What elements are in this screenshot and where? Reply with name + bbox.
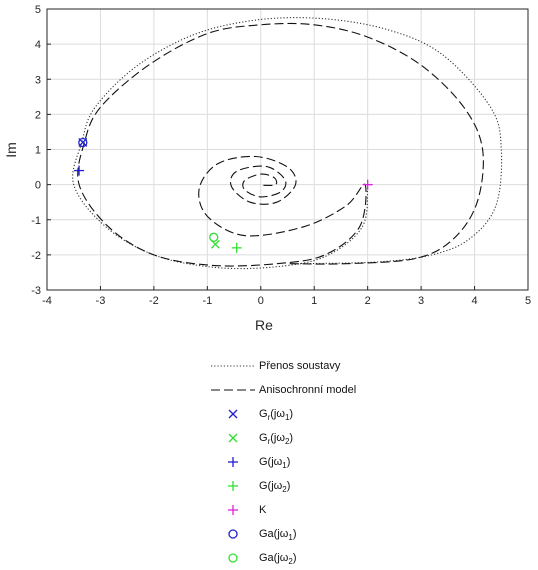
legend-label: G(jω2) xyxy=(259,480,290,494)
x-tick-label: -1 xyxy=(202,295,212,307)
legend-label: Gr(jω1) xyxy=(259,408,293,422)
y-tick-label: -2 xyxy=(31,250,41,262)
marker-ga-j-2 xyxy=(209,232,219,242)
legend-text: Přenos soustavy xyxy=(259,360,341,372)
legend-text: ) xyxy=(292,552,297,564)
legend-swatch xyxy=(228,505,238,515)
legend-swatch xyxy=(228,553,238,563)
legend-swatch xyxy=(228,409,238,419)
legend-label: K xyxy=(259,504,266,516)
legend-subscript: 1 xyxy=(284,413,290,423)
legend-symbol xyxy=(228,457,238,467)
marker-layer xyxy=(74,137,373,253)
legend-swatch xyxy=(228,433,238,443)
marker-ga-j-1 xyxy=(78,137,88,148)
legend-text: ) xyxy=(286,480,291,492)
legend-text: ) xyxy=(289,408,294,420)
legend-label: G(jω1) xyxy=(259,456,290,470)
legend-swatch xyxy=(211,365,255,367)
legend-subscript: 1 xyxy=(288,533,293,543)
legend-label: Přenos soustavy xyxy=(259,360,340,372)
legend-symbol xyxy=(228,409,238,419)
legend-text: G xyxy=(259,408,268,420)
legend-text: G(jω xyxy=(259,480,283,492)
x-tick-label: -4 xyxy=(42,295,52,307)
y-tick-label: 1 xyxy=(35,145,41,157)
legend-item: Přenos soustavy xyxy=(207,354,397,378)
legend-subscript: 2 xyxy=(282,485,287,495)
x-tick-label: 4 xyxy=(471,295,477,307)
legend-symbol xyxy=(228,553,238,563)
x-tick-label: 2 xyxy=(365,295,371,307)
legend-symbol xyxy=(228,433,238,443)
marker-g-j-1 xyxy=(74,165,85,176)
legend-text: ) xyxy=(286,456,291,468)
legend-text: G xyxy=(259,432,268,444)
x-tick-label: 0 xyxy=(258,295,264,307)
legend-swatch xyxy=(228,481,238,491)
legend-item: Gr(jω2) xyxy=(207,426,397,450)
legend-symbol xyxy=(228,505,238,515)
x-tick-label: -3 xyxy=(96,295,106,307)
legend-subscript: r xyxy=(267,437,271,447)
y-tick-label: -3 xyxy=(31,285,41,297)
series-layer xyxy=(72,17,503,270)
legend-swatch xyxy=(211,389,255,391)
legend-item: G(jω1) xyxy=(207,450,397,474)
x-tick-label: 1 xyxy=(311,295,317,307)
legend-text: ) xyxy=(292,528,297,540)
x-tick-label: -2 xyxy=(149,295,159,307)
y-tick-label: -1 xyxy=(31,215,41,227)
legend: Přenos soustavy Anisochronní model Gr(jω1)… xyxy=(207,354,397,570)
legend-symbol xyxy=(228,529,238,539)
legend-text: Ga(jω xyxy=(259,552,289,564)
marker-k xyxy=(362,179,373,190)
x-tick-label: 5 xyxy=(525,295,531,307)
legend-swatch xyxy=(228,529,238,539)
series-prenos-soustavy xyxy=(72,17,503,270)
legend-label: Ga(jω2) xyxy=(259,552,297,566)
legend-text: G(jω xyxy=(259,456,283,468)
legend-symbol xyxy=(228,481,238,491)
x-axis-label: Re xyxy=(255,317,273,333)
y-tick-label: 0 xyxy=(35,180,41,192)
legend-subscript: 1 xyxy=(282,461,287,471)
legend-label: Gr(jω2) xyxy=(259,432,293,446)
legend-label: Anisochronní model xyxy=(259,384,356,396)
y-tick-label: 3 xyxy=(35,74,41,86)
y-axis-label: Im xyxy=(3,142,19,158)
legend-item: Anisochronní model xyxy=(207,378,397,402)
grid-lines xyxy=(46,8,529,291)
legend-text: K xyxy=(259,504,267,516)
legend-item: Gr(jω1) xyxy=(207,402,397,426)
marker-g-j-2 xyxy=(231,242,242,253)
legend-item: Ga(jω2) xyxy=(207,546,397,570)
legend-subscript: r xyxy=(267,413,271,423)
legend-item: K xyxy=(207,498,397,522)
y-tick-label: 4 xyxy=(35,39,41,51)
legend-swatch xyxy=(228,457,238,467)
y-tick-label: 5 xyxy=(35,4,41,16)
legend-text: Ga(jω xyxy=(259,528,289,540)
legend-text: (jω xyxy=(270,408,285,420)
legend-item: Ga(jω1) xyxy=(207,522,397,546)
legend-item: G(jω2) xyxy=(207,474,397,498)
y-tick-label: 2 xyxy=(35,109,41,121)
x-tick-label: 3 xyxy=(418,295,424,307)
legend-text: (jω xyxy=(270,432,285,444)
legend-text: ) xyxy=(289,432,294,444)
legend-label: Ga(jω1) xyxy=(259,528,297,542)
legend-subscript: 2 xyxy=(284,437,290,447)
legend-text: Anisochronní model xyxy=(259,384,357,396)
series-anisochronni-model xyxy=(77,22,484,267)
